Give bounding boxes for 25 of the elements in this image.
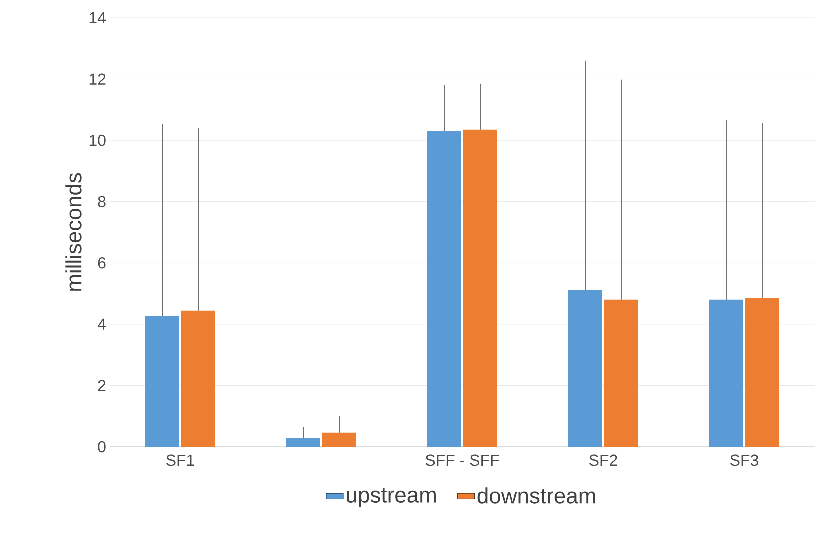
bar — [146, 316, 180, 447]
bar — [286, 438, 321, 447]
x-tick-label: SF3 — [730, 454, 758, 466]
y-tick-label: 0 — [98, 441, 106, 453]
x-tick-label: SFF - SFF — [426, 454, 500, 466]
legend-label: upstream — [347, 488, 436, 508]
x-tick-label: SF2 — [590, 454, 618, 466]
y-tick-label: 6 — [98, 257, 106, 269]
bar — [709, 300, 744, 447]
legend-label: downstream — [478, 488, 596, 504]
bar — [463, 130, 498, 447]
y-tick-label: 2 — [98, 380, 106, 392]
bar — [322, 432, 356, 447]
bar — [427, 131, 462, 447]
bar — [568, 290, 602, 447]
y-tick-label: 14 — [90, 12, 106, 24]
x-tick-label: SF1 — [166, 454, 194, 466]
y-tick-label: 10 — [90, 134, 106, 146]
y-tick-label: 4 — [98, 318, 106, 330]
bar — [745, 298, 780, 447]
y-axis-title: milliseconds — [66, 173, 82, 291]
bar — [604, 300, 638, 447]
y-tick-label: 12 — [90, 74, 106, 85]
bar — [182, 310, 216, 447]
y-tick-label: 8 — [98, 196, 106, 208]
